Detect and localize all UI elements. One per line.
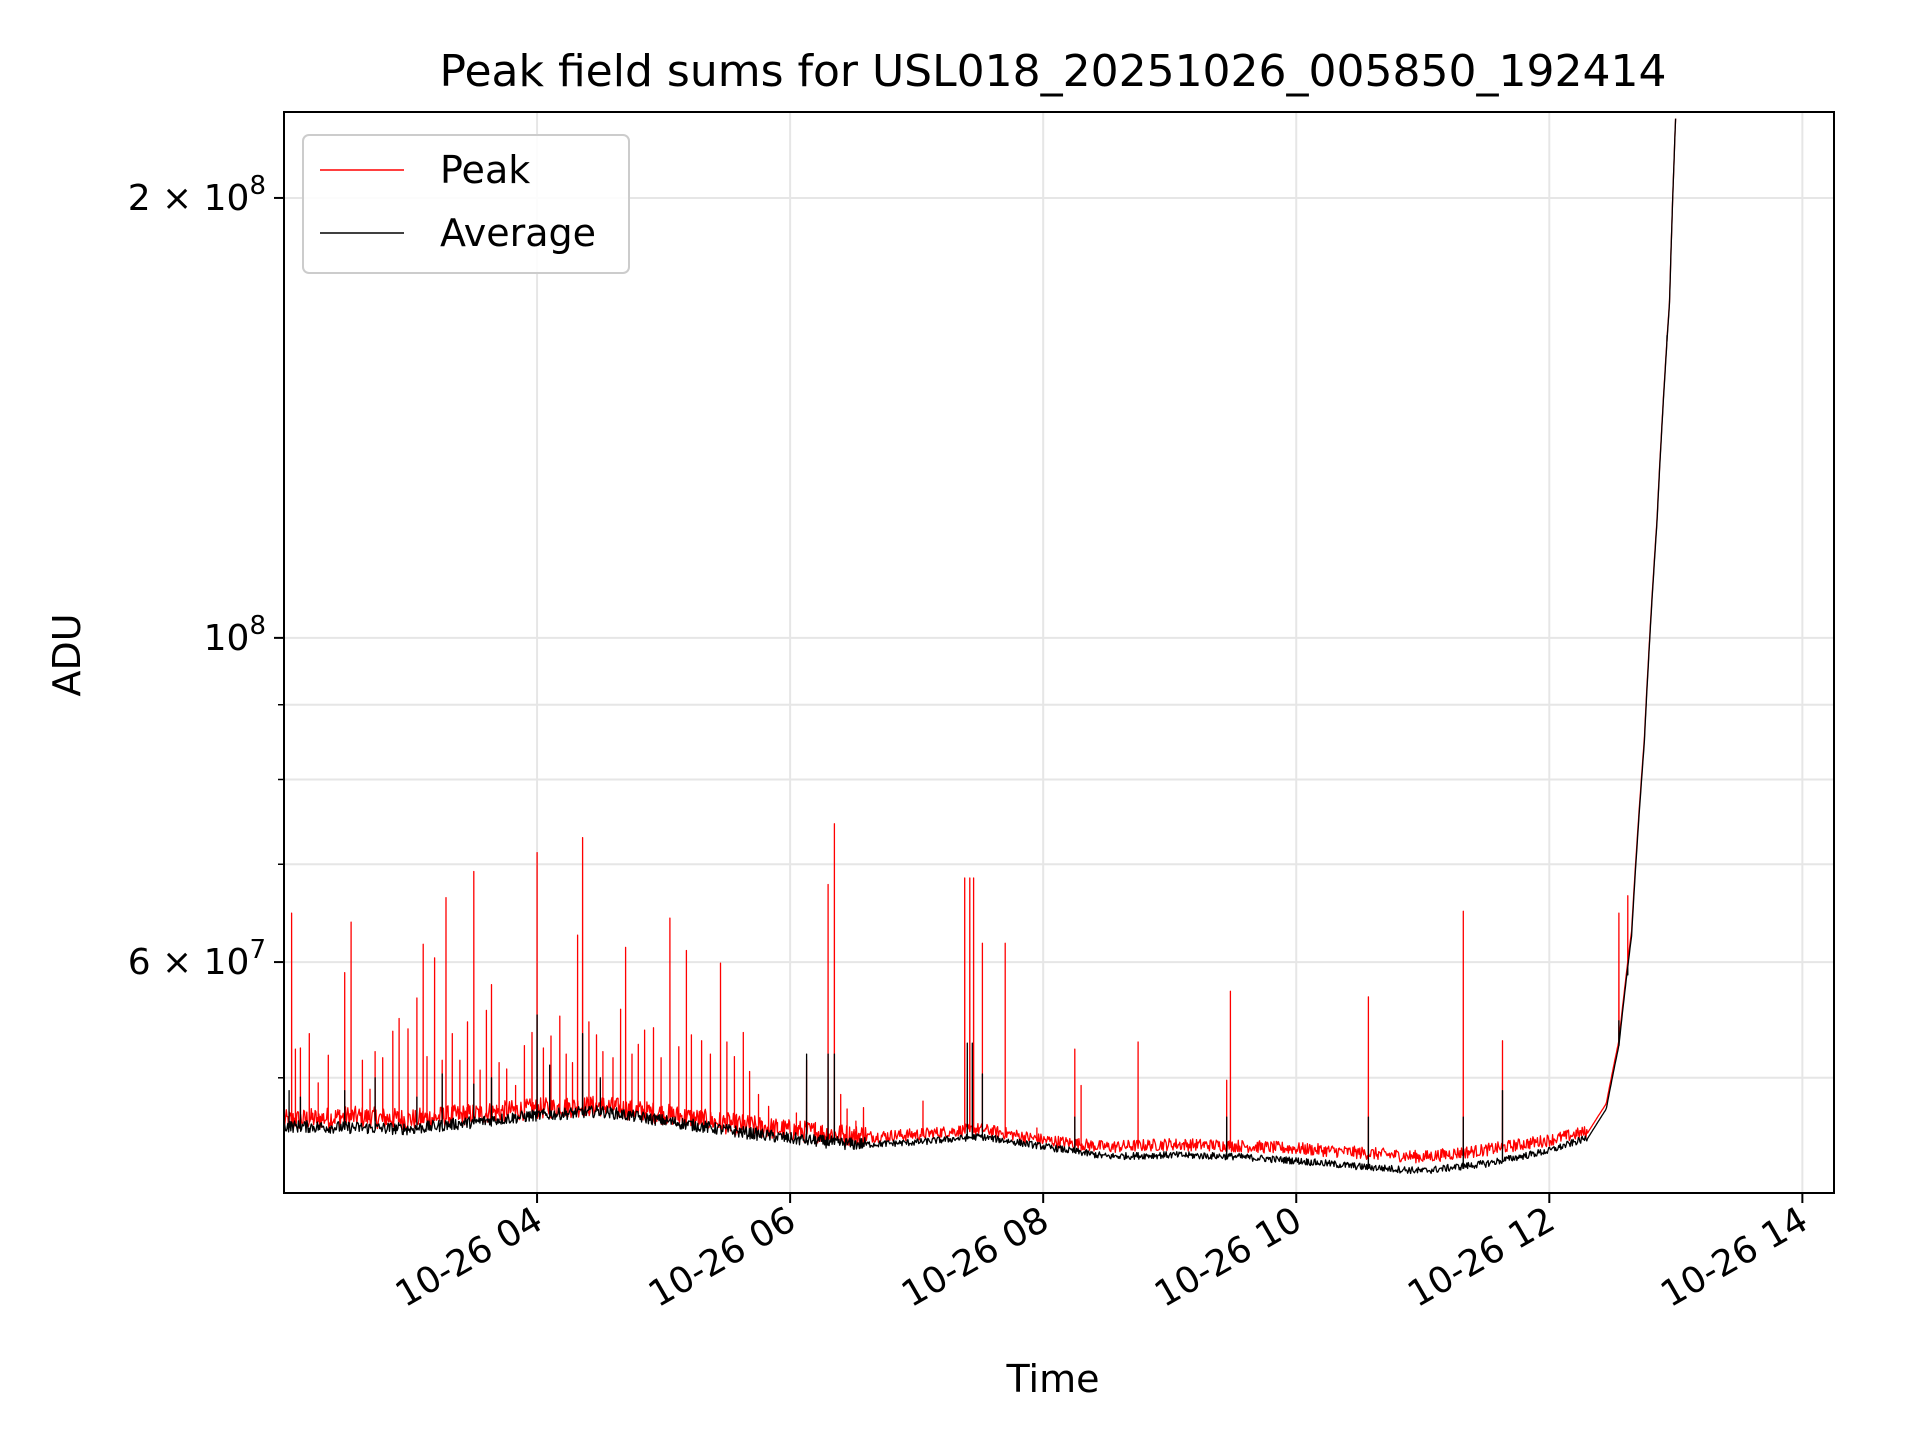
axes-ticks: 10-26 04 10-26 06 10-26 08 10-26 10 10-26 12… [128,171,1815,1316]
y-tick-label: 108 [204,611,266,659]
x-tick-label: 10-26 14 [1654,1199,1815,1315]
axes-frame [283,111,1835,1194]
x-tick-label: 10-26 04 [389,1199,550,1315]
y-tick-label: 6 × 107 [128,935,266,983]
legend: Peak Average [302,134,630,274]
x-tick-label: 10-26 10 [1148,1199,1309,1315]
legend-average-label: Average [440,211,596,255]
x-tick-label: 10-26 12 [1401,1199,1562,1315]
series-peak-line [283,118,1677,1164]
grid [284,112,1834,1193]
series-average-line [283,118,1677,1175]
x-tick-label: 10-26 08 [895,1199,1056,1315]
x-axis-label: Time [1006,1357,1100,1401]
x-tick-label: 10-26 06 [642,1199,803,1315]
chart-title: Peak field sums for USL018_20251026_0058… [440,46,1667,97]
y-axis-label: ADU [45,613,89,696]
plot-area [283,118,1677,1175]
y-tick-label: 2 × 108 [128,171,266,219]
legend-peak-label: Peak [440,148,530,192]
